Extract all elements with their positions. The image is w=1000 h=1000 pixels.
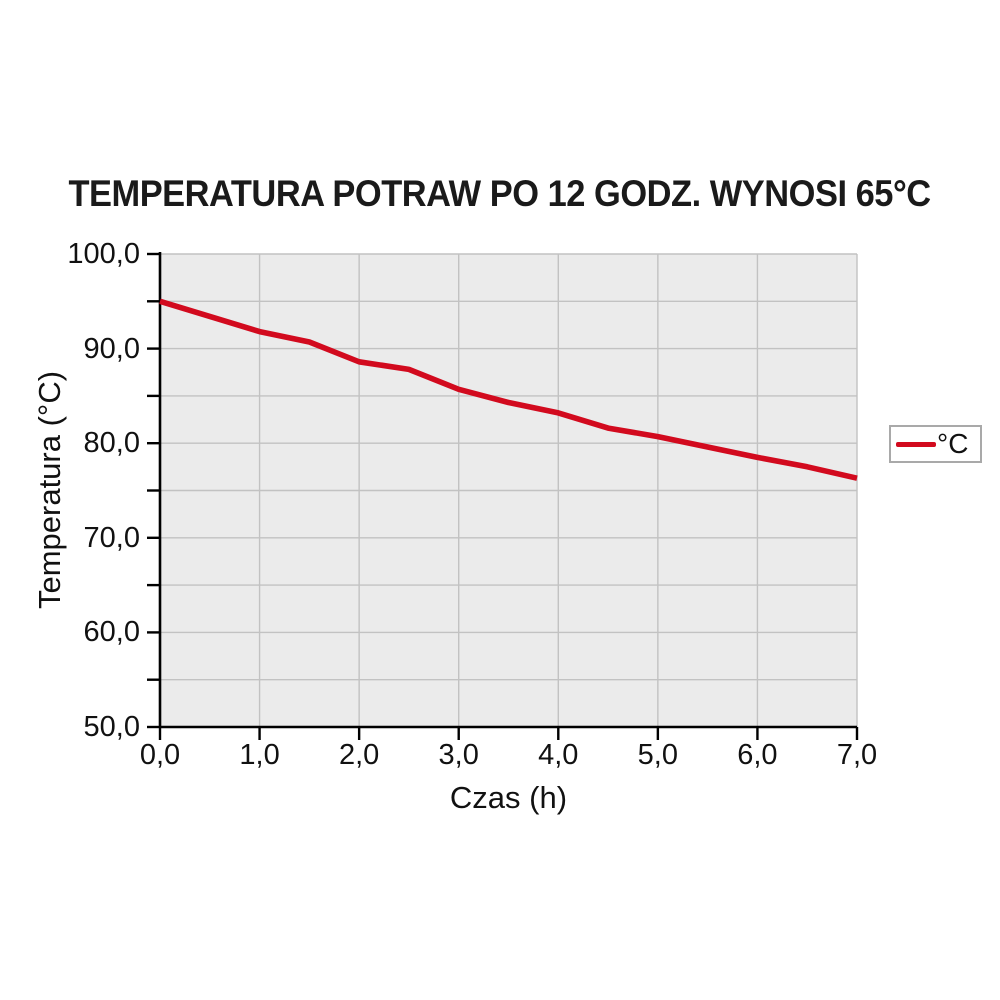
- chart-title-text: TEMPERATURA POTRAW PO 12 GODZ. WYNOSI 65…: [68, 173, 932, 214]
- x-tick-label: 4,0: [538, 739, 579, 771]
- x-tick-label: 6,0: [737, 739, 778, 771]
- legend: °C: [889, 425, 982, 463]
- y-tick-label: 70,0: [83, 521, 140, 554]
- x-tick-label: 7,0: [836, 739, 878, 771]
- y-tick-label: 100,0: [67, 238, 140, 270]
- x-tick-label: 0,0: [139, 739, 181, 771]
- chart-title: TEMPERATURA POTRAW PO 12 GODZ. WYNOSI 65…: [0, 172, 1000, 218]
- y-axis-title-text: Temperatura (°C): [32, 370, 67, 610]
- legend-series-label: °C: [937, 428, 969, 459]
- y-tick-label: 50,0: [83, 711, 140, 743]
- x-tick-label: 1,0: [239, 739, 280, 771]
- legend-series-line-icon: [896, 441, 936, 447]
- x-tick-label: 5,0: [637, 739, 678, 771]
- x-axis-title: Czas (h): [449, 780, 568, 815]
- series-line: [159, 298, 858, 481]
- y-tick-label: 80,0: [83, 427, 140, 460]
- x-tick-label: 2,0: [338, 739, 380, 771]
- x-tick-label: 3,0: [438, 739, 479, 771]
- y-tick-label: 90,0: [83, 332, 140, 365]
- y-tick-label: 60,0: [83, 616, 140, 649]
